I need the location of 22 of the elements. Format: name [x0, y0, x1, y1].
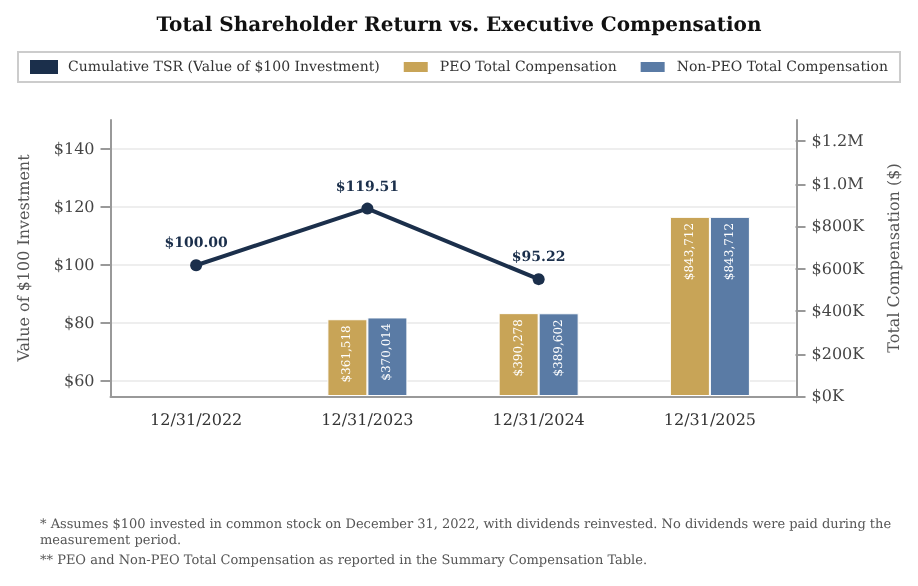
point [190, 259, 203, 272]
x-tick-label: 12/31/2022 [150, 411, 243, 429]
y-tick-label: $80 [63, 314, 95, 333]
x-tick-label: 12/31/2025 [663, 411, 757, 429]
point [532, 273, 545, 286]
y2-tick-label: $600K [811, 259, 867, 278]
x-tick-label: 12/31/2023 [321, 411, 414, 429]
y2-tick-label: $0K [811, 387, 846, 405]
y2-tick-label: $800K [811, 217, 867, 236]
y2-tick-label: $400K [811, 302, 867, 321]
y2-tick-label: $1.2M [811, 132, 864, 151]
point [361, 202, 374, 215]
y2-tick-label: $1.0M [811, 174, 864, 193]
y-tick-label: $60 [63, 372, 95, 391]
y2-axis-title: Total Compensation ($) [885, 163, 903, 353]
y-tick-label: $120 [53, 198, 95, 217]
y-axis-title: Value of $100 Investment [15, 152, 33, 364]
y-tick-label: $140 [53, 140, 95, 159]
x-tick-label: 12/31/2024 [492, 411, 585, 429]
y2-tick-label: $200K [811, 344, 867, 363]
y-tick-label: $100 [53, 256, 95, 275]
chart-title: Total Shareholder Return vs. Executive Compensation [156, 15, 763, 37]
